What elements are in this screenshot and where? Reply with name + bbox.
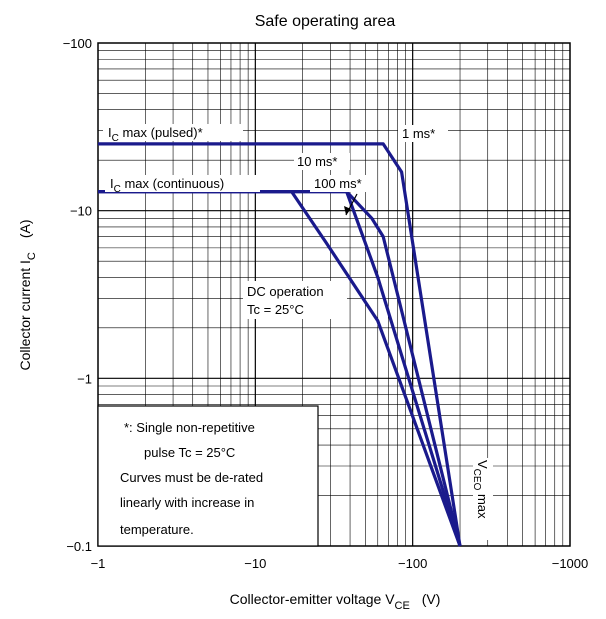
x-tick-label: −1 (91, 556, 106, 571)
ic-continuous-rest: max (continuous) (121, 176, 224, 191)
label-dc-line2: Tc = 25°C (247, 302, 304, 317)
label-1ms-bg (398, 125, 448, 142)
ic-continuous-sub: C (114, 184, 121, 195)
y-axis-label: Collector current IC (A) (17, 219, 38, 370)
label-10ms: 10 ms* (297, 154, 337, 169)
x-axis-label-unit: (V) (422, 591, 441, 607)
y-axis-label-main: Collector current I (17, 260, 33, 370)
x-tick-label: −100 (398, 556, 427, 571)
label-10ms-bg (294, 153, 350, 170)
y-tick-label: −100 (63, 36, 92, 51)
annotation-ic-continuous: IC max (continuous) (105, 175, 260, 195)
note-line-2: pulse Tc = 25°C (144, 445, 235, 460)
annotation-ic-pulsed: IC max (pulsed)* (103, 124, 243, 144)
annotation-ic-continuous-text: IC max (continuous) (110, 176, 224, 195)
tick-labels: −1 −10 −100 −1000 −0.1 −1 −10 −100 (63, 36, 589, 571)
annotation-vceo-max: VCEO max (471, 458, 493, 540)
plot-frame (97, 42, 571, 547)
ic-pulsed-rest: max (pulsed)* (119, 125, 203, 140)
vceo-text: VCEO max (471, 460, 490, 519)
note-line-1: *: Single non-repetitive (124, 420, 255, 435)
y-tick-label: −0.1 (66, 539, 92, 554)
vceo-rest: max (475, 490, 490, 519)
label-100ms-arrowhead (344, 206, 351, 215)
note-line-5: temperature. (120, 522, 194, 537)
label-dc-line1: DC operation (247, 284, 324, 299)
dc-label-bg (243, 281, 347, 319)
vceo-sub: CEO (471, 469, 482, 491)
x-tick-label: −10 (244, 556, 266, 571)
note-box-frame (97, 405, 319, 547)
label-100ms: 100 ms* (314, 176, 362, 191)
vceo-prefix: V (475, 460, 490, 469)
note-box: *: Single non-repetitive pulse Tc = 25°C… (97, 405, 319, 547)
x-axis-label-space (410, 591, 414, 607)
label-100ms-bg (310, 175, 373, 192)
x-axis-label: Collector-emitter voltage VCE (V) (230, 591, 441, 612)
y-axis-label-sub: C (26, 252, 38, 260)
note-line-3: Curves must be de-rated (120, 470, 263, 485)
annotation-ic-pulsed-text: IC max (pulsed)* (108, 125, 203, 144)
y-axis-label-unit: (A) (17, 219, 33, 238)
ic-pulsed-prefix: I (108, 125, 112, 140)
y-tick-label: −10 (70, 204, 92, 219)
annotation-ic-continuous-bg (105, 175, 260, 192)
annotation-ic-pulsed-bg (103, 124, 243, 141)
series-line-1-ms (98, 142, 462, 547)
vceo-bg (473, 458, 493, 540)
note-line-4: linearly with increase in (120, 495, 254, 510)
x-axis-label-main: Collector-emitter voltage V (230, 591, 396, 607)
ic-continuous-prefix: I (110, 176, 114, 191)
x-axis-label-sub: CE (395, 600, 410, 612)
label-1ms: 1 ms* (402, 126, 435, 141)
x-tick-label: −1000 (552, 556, 589, 571)
chart-title: Safe operating area (255, 13, 396, 30)
ic-pulsed-sub: C (112, 133, 119, 144)
y-tick-label: −1 (77, 371, 92, 386)
